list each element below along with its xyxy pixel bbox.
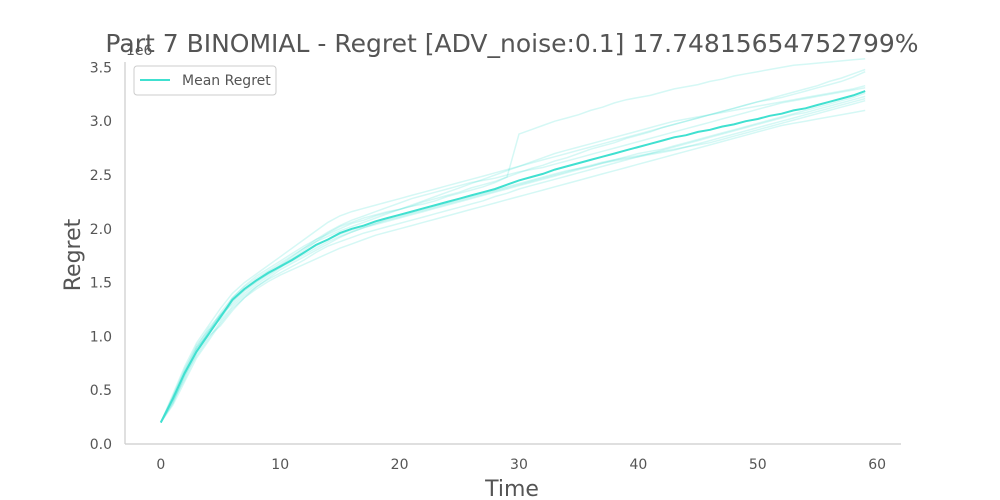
x-tick-label: 60 [868,457,886,473]
y-tick-label: 0.0 [90,437,112,453]
chart-title: Part 7 BINOMIAL - Regret [ADV_noise:0.1]… [105,29,918,58]
x-axis-ticks: 0 10 20 30 40 50 60 [156,457,886,473]
mean-regret-line [159,90,866,423]
y-tick-label: 2.5 [90,168,112,184]
run-line-7 [160,92,866,423]
run-line-8 [160,99,866,423]
y-tick-label: 2.0 [90,222,112,238]
run-line-1 [160,68,866,423]
run-line-5 [160,109,866,423]
run-line-9 [160,84,866,423]
run-line-2 [160,58,866,423]
run-line-3 [160,95,866,423]
run-line-4 [160,71,866,423]
plot-area [159,58,866,423]
legend: Mean Regret [133,65,277,96]
y-axis-offset-label: 1e6 [126,43,153,59]
run-line-10 [160,97,866,423]
x-tick-label: 50 [749,457,767,473]
y-tick-label: 3.5 [90,60,112,76]
x-tick-label: 40 [629,457,647,473]
x-tick-label: 10 [271,457,289,473]
legend-entry-mean-regret: Mean Regret [182,73,271,89]
x-axis-label: Time [484,477,539,500]
x-tick-label: 30 [510,457,528,473]
y-tick-label: 1.5 [90,276,112,292]
y-tick-label: 3.0 [90,114,112,130]
y-tick-label: 1.0 [90,329,112,345]
x-tick-label: 20 [391,457,409,473]
y-axis-label: Regret [61,218,86,291]
legend-box [133,65,277,96]
x-tick-label: 0 [156,457,165,473]
y-axis-ticks: 0.0 0.5 1.0 1.5 2.0 2.5 3.0 3.5 [90,60,112,453]
y-tick-label: 0.5 [90,383,112,399]
run-line-6 [160,87,866,423]
